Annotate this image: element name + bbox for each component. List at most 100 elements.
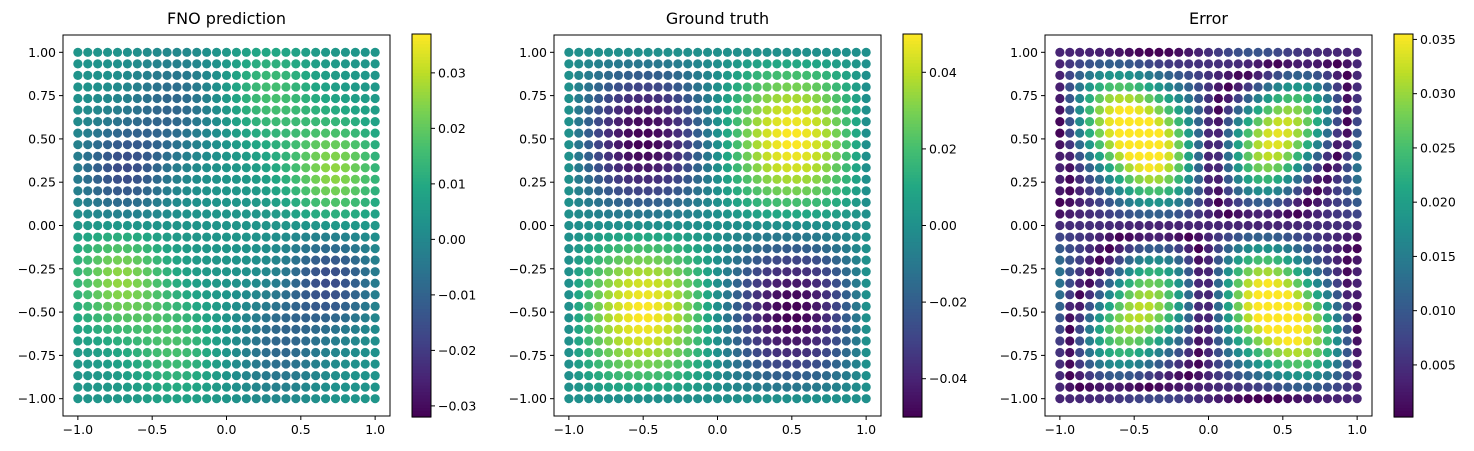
scatter-point bbox=[142, 47, 152, 57]
scatter-point bbox=[202, 243, 212, 254]
scatter-point bbox=[1084, 394, 1095, 404]
scatter-point bbox=[231, 140, 242, 150]
scatter-point bbox=[1104, 324, 1115, 335]
scatter-point bbox=[1144, 255, 1154, 265]
scatter-point bbox=[1084, 359, 1095, 369]
scatter-point bbox=[291, 243, 301, 254]
scatter-point bbox=[1352, 105, 1362, 115]
scatter-point bbox=[202, 116, 212, 127]
scatter-point bbox=[623, 47, 633, 57]
scatter-point bbox=[564, 209, 574, 219]
colorbar-band bbox=[1394, 231, 1413, 236]
scatter-point bbox=[1203, 197, 1214, 208]
scatter-point bbox=[1114, 220, 1124, 231]
scatter-point bbox=[1293, 59, 1303, 69]
scatter-point bbox=[1283, 394, 1293, 404]
scatter-point bbox=[613, 174, 624, 184]
scatter-point bbox=[83, 336, 93, 346]
scatter-point bbox=[851, 382, 861, 392]
colorbar-band bbox=[412, 228, 431, 233]
scatter-point bbox=[142, 313, 152, 323]
scatter-point bbox=[653, 209, 663, 219]
scatter-point bbox=[732, 47, 742, 57]
scatter-point bbox=[1233, 140, 1243, 150]
scatter-point bbox=[1223, 382, 1233, 392]
scatter-point bbox=[782, 140, 792, 150]
colorbar-band bbox=[412, 381, 431, 386]
scatter-point bbox=[1263, 59, 1273, 69]
y-tick-label: 0.00 bbox=[519, 218, 547, 233]
colorbar-band bbox=[903, 254, 922, 259]
scatter-point bbox=[851, 174, 861, 184]
scatter-point bbox=[683, 105, 693, 115]
scatter-point bbox=[211, 105, 222, 115]
scatter-point bbox=[732, 255, 742, 265]
scatter-point bbox=[360, 186, 370, 196]
scatter-point bbox=[593, 243, 604, 254]
x-tick-label: 1.0 bbox=[1347, 422, 1367, 437]
colorbar-band bbox=[1394, 49, 1413, 54]
scatter-point bbox=[83, 290, 93, 300]
scatter-point bbox=[360, 209, 370, 219]
scatter-point bbox=[712, 301, 723, 311]
scatter-point bbox=[241, 128, 251, 138]
colorbar-band bbox=[1394, 404, 1413, 409]
scatter-point bbox=[752, 186, 762, 196]
scatter-point bbox=[831, 93, 842, 104]
scatter-point bbox=[1223, 278, 1233, 288]
scatter-point bbox=[1124, 255, 1134, 265]
scatter-point bbox=[320, 290, 331, 300]
scatter-point bbox=[693, 220, 703, 231]
scatter-point bbox=[1253, 370, 1263, 381]
scatter-point bbox=[93, 163, 103, 173]
scatter-point bbox=[102, 140, 113, 150]
scatter-point bbox=[732, 324, 742, 335]
scatter-point bbox=[271, 243, 281, 254]
scatter-point bbox=[603, 197, 614, 208]
scatter-point bbox=[1094, 116, 1105, 127]
scatter-point bbox=[1075, 70, 1085, 81]
scatter-point bbox=[831, 220, 842, 231]
scatter-point bbox=[1193, 336, 1204, 346]
scatter-point bbox=[132, 186, 142, 196]
colorbar-band bbox=[1394, 171, 1413, 176]
scatter-point bbox=[1263, 174, 1273, 184]
scatter-point bbox=[782, 336, 792, 346]
scatter-point bbox=[1223, 82, 1233, 92]
scatter-point bbox=[1154, 267, 1164, 277]
scatter-point bbox=[623, 394, 633, 404]
y-tick-label: 0.75 bbox=[1010, 88, 1038, 103]
scatter-point bbox=[360, 163, 370, 173]
scatter-point bbox=[182, 116, 192, 127]
colorbar-band bbox=[1394, 132, 1413, 137]
scatter-point bbox=[603, 370, 614, 381]
scatter-point bbox=[102, 336, 113, 346]
scatter-point bbox=[261, 336, 271, 346]
x-tick-label: −0.5 bbox=[628, 422, 658, 437]
scatter-point bbox=[291, 47, 301, 57]
colorbar-band bbox=[903, 413, 922, 418]
scatter-point bbox=[593, 163, 604, 173]
scatter-point bbox=[1312, 394, 1323, 404]
scatter-point bbox=[831, 278, 842, 288]
scatter-point bbox=[1203, 128, 1214, 138]
scatter-point bbox=[693, 151, 703, 161]
scatter-point bbox=[1233, 93, 1243, 104]
scatter-point bbox=[320, 359, 331, 369]
scatter-point bbox=[221, 59, 232, 69]
scatter-point bbox=[1104, 359, 1115, 369]
scatter-point bbox=[722, 243, 733, 254]
scatter-point bbox=[1352, 243, 1362, 254]
scatter-point bbox=[1342, 278, 1352, 288]
scatter-point bbox=[261, 370, 271, 381]
scatter-point bbox=[152, 116, 162, 127]
scatter-point bbox=[1213, 82, 1224, 92]
scatter-point bbox=[1342, 186, 1352, 196]
scatter-point bbox=[142, 382, 152, 392]
scatter-point bbox=[93, 347, 103, 358]
scatter-point bbox=[623, 370, 633, 381]
scatter-point bbox=[360, 324, 370, 335]
scatter-point bbox=[102, 105, 113, 115]
scatter-point bbox=[211, 278, 222, 288]
scatter-point bbox=[360, 313, 370, 323]
